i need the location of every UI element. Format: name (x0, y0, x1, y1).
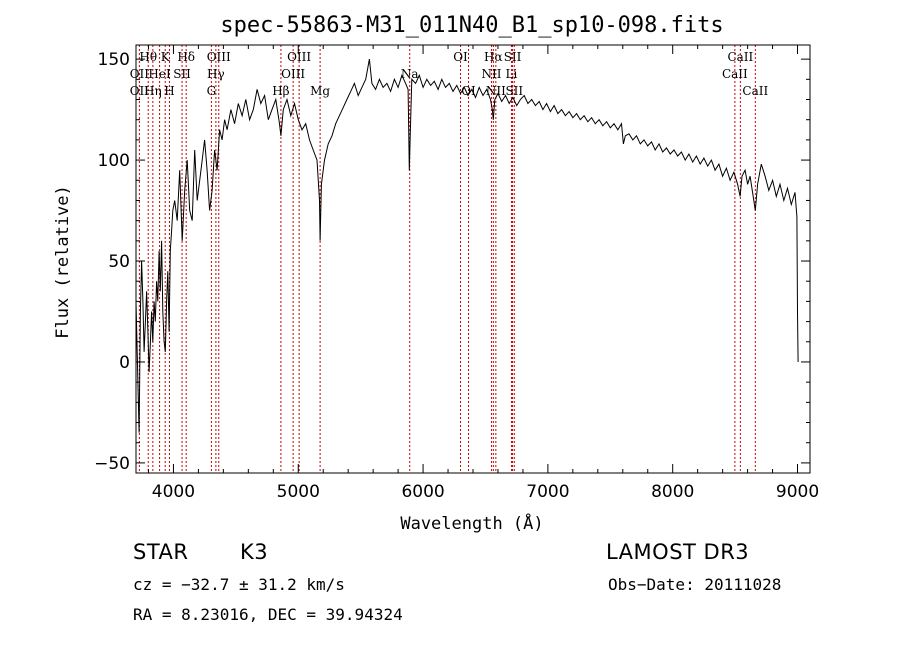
spectral-line-label: Hα (484, 50, 503, 64)
spectral-line-label: OI (461, 84, 476, 98)
spectral-line-labels: Hθ OII OII K HeI Hη H Hδ SII OIII Hγ G Hβ OIII OIII Mg N… (130, 50, 769, 98)
object-subclass: K3 (240, 540, 269, 564)
redshift-text: cz = −32.7 ± 31.2 km/s (133, 575, 345, 594)
obs-date-text: Obs−Date: 20111028 (608, 575, 782, 594)
x-tick-label: 9000 (776, 482, 819, 502)
spectrum-line (135, 59, 799, 433)
spectral-line-label: Hγ (207, 67, 225, 81)
survey-label: LAMOST DR3 (606, 540, 750, 564)
x-axis-label: Wavelength (Å) (400, 512, 543, 534)
spectral-lines-layer (138, 45, 756, 473)
spectral-line-label: K (161, 50, 171, 64)
spectral-line-label: NII (486, 84, 506, 98)
spectral-line-label: OIII (207, 50, 231, 64)
spectral-line-label: Hβ (272, 84, 289, 98)
axes-layer: 4000 5000 6000 7000 8000 9000 −50 0 50 100 150 (94, 44, 819, 502)
spectral-line-label: G (207, 84, 217, 98)
spectral-line-label: SII (505, 84, 523, 98)
spectral-line-label: CaII (722, 67, 748, 81)
spectral-line-label: Na (401, 67, 419, 81)
spectral-line-label: OIII (287, 50, 311, 64)
spectral-line-label: OII (130, 67, 150, 81)
y-tick-label: 50 (108, 252, 130, 272)
x-tick-label: 8000 (651, 482, 694, 502)
spectral-line-label: NII (481, 67, 501, 81)
spectral-line-label: CaII (727, 50, 753, 64)
x-tick-label: 4000 (152, 482, 195, 502)
spectral-line-label: Li (506, 67, 518, 81)
spectral-line-label: Mg (310, 84, 330, 98)
spectral-line-label: H (164, 84, 174, 98)
y-tick-label: 150 (98, 50, 130, 70)
object-class: STAR (133, 540, 189, 564)
spectrum-layer (135, 59, 799, 433)
spectral-line-label: CaII (742, 84, 768, 98)
x-tick-label: 7000 (526, 482, 569, 502)
chart-title: spec-55863-M31_011N40_B1_sp10-098.fits (220, 13, 723, 38)
spectral-line-label: Hη (144, 84, 162, 98)
y-tick-label: −50 (94, 454, 130, 474)
y-tick-label: 0 (119, 353, 130, 373)
y-axis-label: Flux (relative) (53, 185, 73, 339)
spectral-line-label: Hθ (139, 50, 157, 64)
x-tick-label: 5000 (277, 482, 320, 502)
spectral-line-label: Hδ (177, 50, 195, 64)
spectral-line-label: OIII (281, 67, 305, 81)
spectral-line-label: HeI (148, 67, 171, 81)
spectral-line-label: SII (173, 67, 191, 81)
x-tick-label: 6000 (401, 482, 444, 502)
spectral-line-label: SII (504, 50, 522, 64)
spectral-line-label: OII (130, 84, 150, 98)
coords-text: RA = 8.23016, DEC = 39.94324 (133, 605, 403, 624)
y-tick-label: 100 (98, 151, 130, 171)
spectral-line-label: OI (453, 50, 468, 64)
